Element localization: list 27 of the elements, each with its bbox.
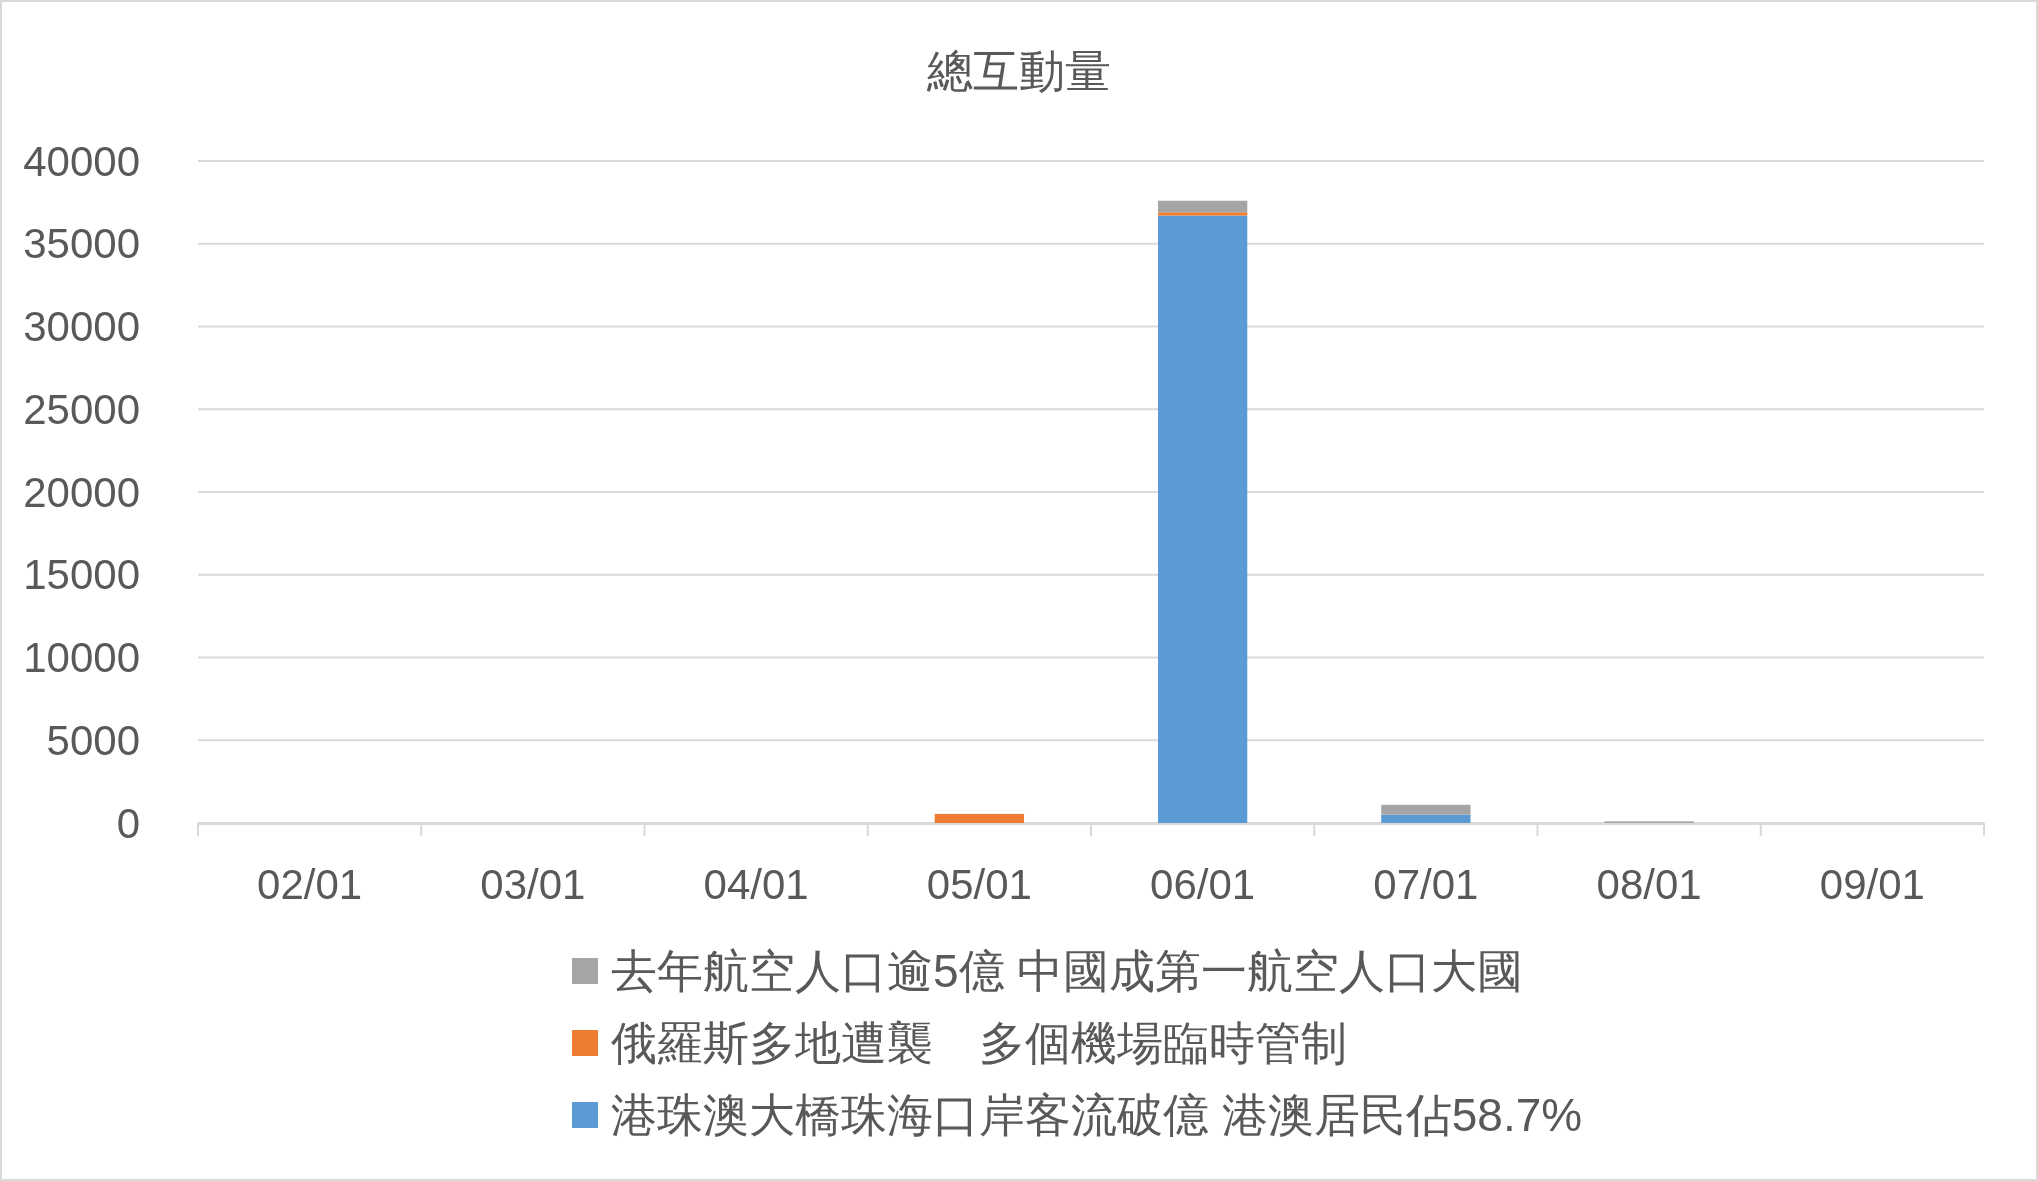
- x-tick-label: 08/01: [1596, 860, 1702, 908]
- x-tick-label: 03/01: [480, 860, 586, 908]
- y-tick-label: 10000: [23, 634, 140, 681]
- y-tick-label: 5000: [46, 716, 140, 764]
- legend-label: 俄羅斯多地遭襲 多個機場臨時管制: [611, 1017, 1347, 1069]
- y-tick-label: 40000: [23, 137, 140, 185]
- bar: [1381, 804, 1471, 815]
- bar: [934, 813, 1025, 823]
- y-tick-label: 0: [116, 799, 140, 847]
- y-tick-label: 15000: [23, 551, 140, 599]
- x-tick-label: 04/01: [703, 860, 809, 908]
- bar: [1157, 212, 1248, 216]
- x-tick-label: 05/01: [926, 860, 1032, 908]
- y-tick-label: 35000: [23, 220, 140, 268]
- y-tick-label: 25000: [23, 385, 140, 433]
- bar: [1157, 215, 1248, 823]
- y-tick-label: 30000: [23, 303, 140, 350]
- x-tick-label: 06/01: [1150, 860, 1256, 908]
- legend-label: 去年航空人口逾5億 中國成第一航空人口大國: [611, 945, 1524, 997]
- y-tick-label: 20000: [23, 468, 140, 516]
- x-tick-label: 02/01: [257, 860, 363, 908]
- x-tick-label: 07/01: [1373, 860, 1479, 908]
- bar: [1157, 200, 1248, 213]
- chart-title: 總互動量: [926, 45, 1111, 97]
- bar: [1381, 814, 1471, 823]
- legend-label: 港珠澳大橋珠海口岸客流破億 港澳居民佔58.7%: [611, 1089, 1583, 1141]
- x-tick-label: 09/01: [1819, 860, 1925, 908]
